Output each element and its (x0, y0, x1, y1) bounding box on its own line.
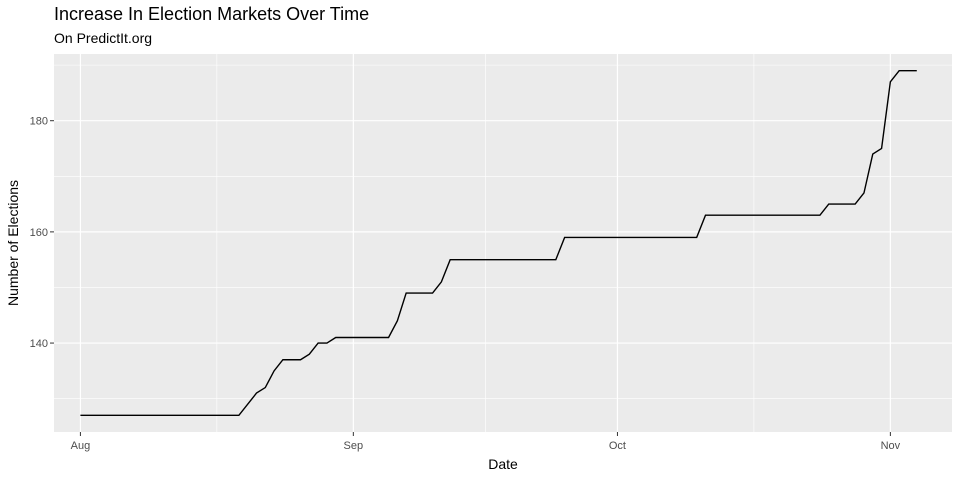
x-axis-title: Date (488, 456, 518, 472)
grid-minor-lines (54, 54, 952, 432)
x-tick-label: Aug (71, 440, 91, 452)
chart-subtitle: On PredictIt.org (54, 30, 153, 46)
y-tick-label: 160 (30, 227, 48, 239)
y-axis-ticks: 140 160 180 (30, 116, 54, 350)
y-tick-label: 140 (30, 338, 48, 350)
plot-panel (54, 54, 952, 432)
chart-title: Increase In Election Markets Over Time (54, 4, 370, 24)
grid-major-lines (54, 54, 952, 432)
y-tick-label: 180 (30, 116, 48, 128)
series-line (80, 69, 917, 417)
y-axis-title: Number of Elections (5, 180, 21, 306)
x-tick-label: Oct (609, 440, 626, 452)
x-tick-label: Sep (344, 440, 364, 452)
x-tick-label: Nov (881, 440, 901, 452)
x-axis-ticks: Aug Sep Oct Nov (71, 432, 901, 452)
